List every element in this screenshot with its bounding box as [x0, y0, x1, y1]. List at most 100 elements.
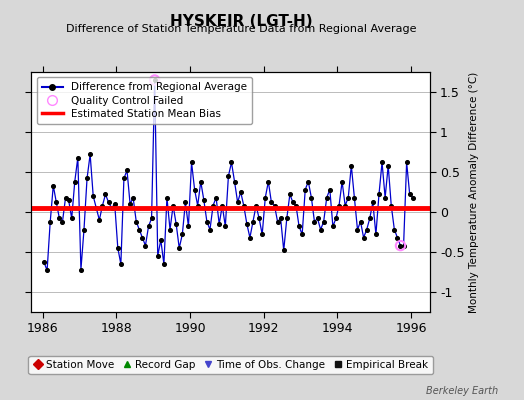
- Point: [117, 261, 125, 267]
- Point: [178, 231, 187, 238]
- Y-axis label: Monthly Temperature Anomaly Difference (°C): Monthly Temperature Anomaly Difference (…: [469, 71, 479, 313]
- Point: [363, 226, 371, 233]
- Point: [332, 215, 340, 222]
- Point: [107, 205, 116, 211]
- Point: [150, 77, 159, 83]
- Point: [193, 202, 202, 209]
- Point: [387, 202, 396, 209]
- Point: [316, 226, 325, 233]
- Point: [49, 182, 58, 189]
- Point: [286, 191, 294, 198]
- Point: [375, 191, 383, 198]
- Point: [258, 231, 266, 238]
- Point: [212, 194, 220, 201]
- Point: [221, 223, 230, 230]
- Point: [399, 242, 408, 249]
- Point: [409, 194, 417, 201]
- Point: [188, 159, 196, 166]
- Point: [138, 234, 147, 241]
- Point: [209, 202, 217, 209]
- Point: [166, 226, 174, 233]
- Point: [298, 231, 307, 238]
- Point: [239, 202, 248, 209]
- Point: [86, 151, 94, 158]
- Point: [292, 202, 300, 209]
- Point: [231, 178, 239, 185]
- Point: [175, 245, 183, 251]
- Point: [52, 199, 61, 206]
- Point: [95, 217, 104, 223]
- Point: [236, 189, 245, 195]
- Point: [359, 234, 368, 241]
- Point: [141, 242, 150, 249]
- Point: [227, 159, 236, 166]
- Point: [169, 202, 177, 209]
- Point: [356, 218, 365, 225]
- Point: [320, 218, 328, 225]
- Point: [89, 193, 97, 199]
- Point: [111, 201, 119, 207]
- Point: [338, 178, 346, 185]
- Point: [347, 162, 355, 169]
- Point: [335, 202, 343, 209]
- Point: [123, 167, 131, 174]
- Point: [218, 202, 226, 209]
- Point: [196, 178, 205, 185]
- Point: [92, 205, 101, 211]
- Point: [101, 191, 110, 198]
- Point: [344, 194, 353, 201]
- Point: [384, 162, 392, 169]
- Point: [61, 194, 70, 201]
- Point: [289, 199, 297, 206]
- Point: [261, 194, 269, 201]
- Point: [172, 221, 180, 227]
- Point: [402, 159, 411, 166]
- Point: [366, 215, 374, 222]
- Text: Difference of Station Temperature Data from Regional Average: Difference of Station Temperature Data f…: [66, 24, 416, 34]
- Point: [83, 175, 91, 182]
- Point: [372, 231, 380, 238]
- Text: HYSKEIR (LGT-H): HYSKEIR (LGT-H): [170, 14, 312, 29]
- Point: [396, 242, 405, 249]
- Point: [243, 221, 251, 227]
- Text: Berkeley Earth: Berkeley Earth: [425, 386, 498, 396]
- Point: [323, 194, 331, 201]
- Point: [264, 178, 272, 185]
- Point: [353, 226, 362, 233]
- Point: [304, 178, 312, 185]
- Point: [282, 215, 291, 222]
- Point: [390, 226, 399, 233]
- Point: [381, 194, 389, 201]
- Point: [147, 215, 156, 222]
- Point: [206, 226, 214, 233]
- Point: [200, 197, 208, 203]
- Point: [277, 215, 285, 222]
- Point: [396, 242, 405, 249]
- Point: [144, 223, 152, 230]
- Point: [157, 237, 165, 243]
- Legend: Station Move, Record Gap, Time of Obs. Change, Empirical Break: Station Move, Record Gap, Time of Obs. C…: [28, 356, 433, 374]
- Point: [249, 218, 257, 225]
- Point: [267, 199, 276, 206]
- Point: [274, 218, 282, 225]
- Point: [310, 218, 319, 225]
- Point: [129, 194, 137, 201]
- Point: [77, 266, 85, 273]
- Point: [341, 202, 350, 209]
- Point: [119, 175, 128, 182]
- Point: [252, 202, 260, 209]
- Point: [246, 234, 254, 241]
- Point: [393, 234, 401, 241]
- Point: [64, 197, 73, 203]
- Point: [234, 199, 242, 206]
- Point: [406, 191, 414, 198]
- Point: [114, 245, 122, 251]
- Point: [80, 226, 88, 233]
- Point: [163, 194, 171, 201]
- Point: [126, 201, 134, 207]
- Point: [43, 267, 51, 274]
- Point: [255, 215, 264, 222]
- Point: [181, 199, 190, 206]
- Point: [160, 261, 168, 267]
- Point: [184, 223, 193, 230]
